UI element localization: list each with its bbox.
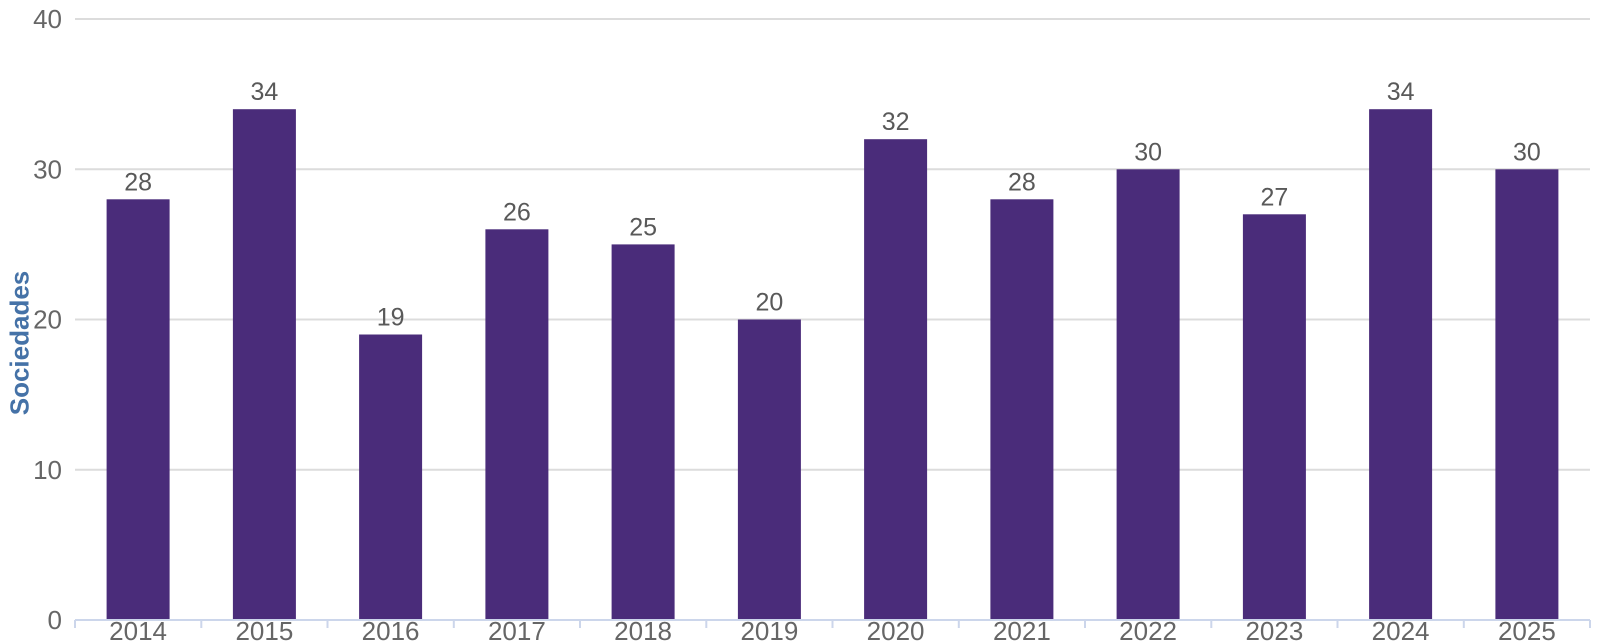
bar-2024[interactable] xyxy=(1369,109,1433,620)
bar-value-label: 28 xyxy=(1008,168,1036,196)
bar-2023[interactable] xyxy=(1242,214,1306,621)
y-axis-tick-label: 10 xyxy=(33,455,62,485)
bar-2022[interactable] xyxy=(1116,169,1180,621)
bar-value-label: 20 xyxy=(755,289,783,317)
y-axis-tick-label: 40 xyxy=(33,4,62,34)
bar-2018[interactable] xyxy=(611,244,675,620)
bar-value-label: 28 xyxy=(124,168,152,196)
bar-2019[interactable] xyxy=(737,319,801,621)
bar-2021[interactable] xyxy=(990,199,1054,621)
bar-2016[interactable] xyxy=(359,334,423,621)
bar-value-label: 25 xyxy=(629,213,657,241)
bar-2025[interactable] xyxy=(1495,169,1559,621)
bar-value-label: 30 xyxy=(1513,138,1541,166)
bar-2017[interactable] xyxy=(485,229,549,621)
bar-2014[interactable] xyxy=(106,199,170,621)
bar-value-label: 19 xyxy=(377,304,405,332)
y-axis-tick-label: 20 xyxy=(33,305,62,335)
bar-value-label: 34 xyxy=(1387,78,1415,106)
bar-value-label: 34 xyxy=(250,78,278,106)
bar-value-label: 30 xyxy=(1134,138,1162,166)
bar-2015[interactable] xyxy=(232,109,296,620)
y-axis-tick-label: 30 xyxy=(33,154,62,184)
bar-value-label: 27 xyxy=(1260,183,1288,211)
bar-value-label: 32 xyxy=(882,108,910,136)
bar-value-label: 26 xyxy=(503,198,531,226)
y-axis-tick-label: 0 xyxy=(48,605,62,635)
bar-2020[interactable] xyxy=(864,139,928,620)
